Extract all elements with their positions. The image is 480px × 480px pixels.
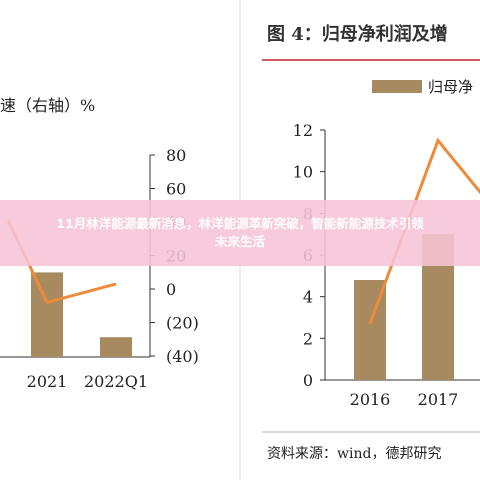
left-y2-tick-label-1: 60 [166,180,186,199]
headline-banner[interactable]: 11月林洋能源最新消息，林洋能源革新突破，智能新能源技术引领 未来生活 [0,200,480,266]
left-axis-label: 速（右轴）% [0,96,95,115]
source-note: 资料来源：wind，德邦研究 [267,446,441,462]
left-y2-tick-label-0: 80 [166,146,186,165]
right-y-tick-label-6: 12 [293,121,313,140]
chart-title: 图 4：归母净利润及增 [267,23,448,45]
legend-bar-swatch [372,80,422,93]
right-y-tick-label-5: 10 [293,163,313,182]
left-y2-tick-label-4: 0 [166,280,176,299]
right-y-tick-label-2: 4 [303,288,313,307]
left-bar-1 [31,272,63,357]
left-x-label-2: 2022Q1 [84,372,148,391]
left-x-label-1: 2021 [27,372,68,391]
right-x-label-1: 2017 [418,390,459,409]
right-y-tick-label-0: 0 [303,371,313,390]
left-bar-2 [100,337,132,357]
right-x-label-0: 2016 [350,390,391,409]
banner-line-1: 11月林洋能源最新消息，林洋能源革新突破，智能新能源技术引领 [56,216,424,231]
left-y2-tick-label-6: (40) [166,347,199,366]
legend-bar-label: 归母净 [428,78,473,96]
banner-line-2: 未来生活 [214,234,265,249]
left-y2-tick-label-5: (20) [166,314,199,333]
right-y-tick-label-1: 2 [303,329,313,348]
